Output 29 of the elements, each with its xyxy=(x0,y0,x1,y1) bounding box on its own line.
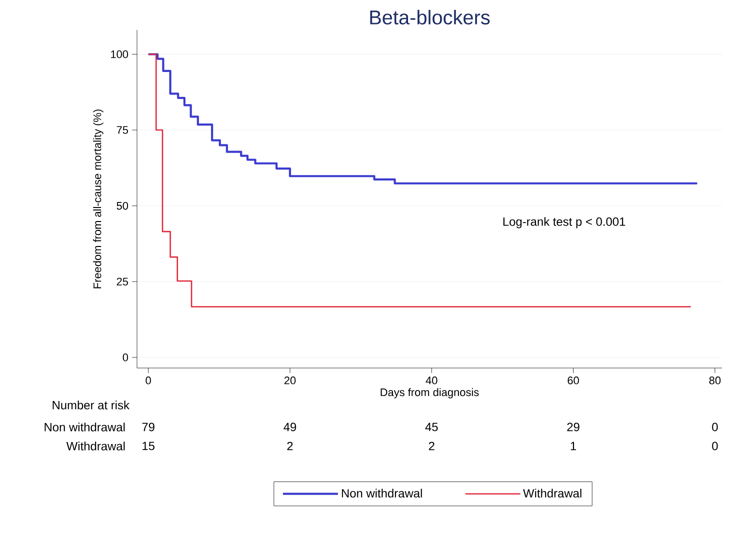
x-tick-label: 60 xyxy=(568,376,579,384)
text: 0 xyxy=(712,442,718,450)
text: 2 xyxy=(287,442,293,450)
x-tick-label: 20 xyxy=(284,376,296,384)
x-tick-label: 0 xyxy=(146,376,151,384)
text: 29 xyxy=(567,422,580,432)
legend-label: Non withdrawal xyxy=(342,488,422,498)
y-tick-label: 0 xyxy=(122,354,128,362)
y-tick-label: 25 xyxy=(116,278,128,286)
text: 1 xyxy=(570,442,576,450)
chart-title: Beta-blockers xyxy=(370,10,490,24)
text: Number at risk xyxy=(52,400,130,410)
y-tick-label: 100 xyxy=(111,50,128,58)
text: 2 xyxy=(428,442,434,450)
text: Withdrawal xyxy=(66,442,125,450)
annotation: Log-rank test p < 0.001 xyxy=(503,217,626,228)
text: 15 xyxy=(142,442,154,450)
y-tick-label: 75 xyxy=(116,126,128,134)
x-axis-title: Days from diagnosis xyxy=(380,388,479,398)
x-tick-label: 80 xyxy=(709,376,721,384)
text: 79 xyxy=(142,422,154,432)
text: Non withdrawal xyxy=(44,422,125,432)
text: 0 xyxy=(712,422,718,432)
text: 45 xyxy=(425,422,438,432)
y-tick-label: 50 xyxy=(116,202,128,210)
text: 49 xyxy=(284,422,296,432)
x-tick-label: 40 xyxy=(426,376,438,384)
y-axis-title: Freedom from all-cause mortality (%) xyxy=(93,110,104,288)
legend-label: Withdrawal xyxy=(523,488,582,498)
